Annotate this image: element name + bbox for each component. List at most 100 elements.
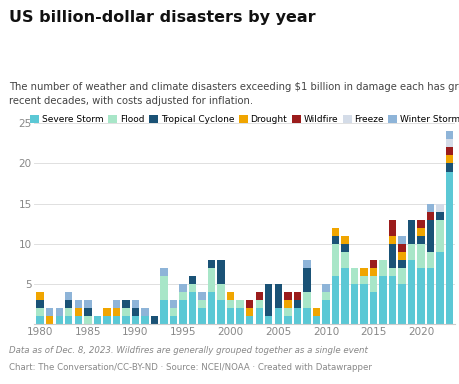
Bar (74, 300, 82, 308)
Bar (226, 292, 234, 300)
Bar (407, 244, 414, 260)
Bar (36, 316, 44, 324)
Bar (255, 292, 263, 300)
Bar (379, 276, 386, 324)
Bar (151, 316, 158, 324)
Bar (397, 268, 405, 284)
Bar (112, 316, 120, 324)
Bar (331, 236, 338, 244)
Bar (445, 139, 453, 147)
Bar (264, 284, 272, 316)
Bar (112, 308, 120, 316)
Bar (445, 156, 453, 164)
Bar (416, 228, 424, 236)
Bar (169, 300, 177, 308)
Bar (341, 252, 348, 268)
Bar (103, 316, 110, 324)
Bar (207, 292, 215, 324)
Bar (436, 212, 443, 220)
Bar (293, 292, 300, 300)
Text: Chart: The Conversation/CC-BY-ND · Source: NCEI/NOAA · Created with Datawrapper: Chart: The Conversation/CC-BY-ND · Sourc… (9, 363, 371, 372)
Bar (331, 228, 338, 236)
Bar (198, 308, 205, 324)
Bar (302, 260, 310, 268)
Bar (416, 236, 424, 244)
Bar (179, 300, 186, 324)
Bar (445, 164, 453, 172)
Bar (65, 300, 73, 308)
Bar (217, 284, 224, 300)
Bar (217, 260, 224, 284)
Bar (388, 276, 395, 324)
Bar (416, 268, 424, 324)
Bar (359, 268, 367, 276)
Bar (65, 292, 73, 300)
Bar (160, 300, 168, 324)
Bar (284, 300, 291, 308)
Bar (388, 244, 395, 268)
Bar (141, 308, 148, 316)
Bar (407, 260, 414, 324)
Bar (445, 147, 453, 156)
Bar (131, 308, 139, 316)
Bar (341, 244, 348, 252)
Bar (65, 316, 73, 324)
Bar (246, 316, 253, 324)
Bar (416, 244, 424, 268)
Bar (122, 316, 129, 324)
Bar (131, 300, 139, 308)
Bar (226, 300, 234, 308)
Bar (56, 316, 63, 324)
Bar (236, 300, 243, 308)
Bar (426, 252, 433, 268)
Bar (369, 268, 376, 276)
Bar (207, 268, 215, 292)
Bar (65, 308, 73, 316)
Bar (284, 316, 291, 324)
Bar (407, 220, 414, 244)
Bar (169, 308, 177, 316)
Bar (397, 284, 405, 324)
Bar (36, 292, 44, 300)
Bar (246, 300, 253, 308)
Bar (426, 204, 433, 212)
Bar (312, 308, 319, 316)
Bar (255, 300, 263, 308)
Bar (436, 220, 443, 252)
Text: US billion-dollar disasters by year: US billion-dollar disasters by year (9, 10, 315, 25)
Text: Data as of Dec. 8, 2023. Wildfires are generally grouped together as a single ev: Data as of Dec. 8, 2023. Wildfires are g… (9, 346, 367, 354)
Bar (331, 244, 338, 276)
Bar (36, 300, 44, 308)
Bar (274, 284, 281, 308)
Bar (397, 236, 405, 244)
Bar (56, 308, 63, 316)
Bar (46, 316, 53, 324)
Bar (426, 268, 433, 324)
Bar (426, 212, 433, 220)
Bar (74, 308, 82, 316)
Bar (179, 284, 186, 292)
Bar (264, 316, 272, 324)
Bar (302, 268, 310, 292)
Bar (217, 300, 224, 324)
Bar (169, 316, 177, 324)
Bar (321, 300, 329, 324)
Bar (74, 316, 82, 324)
Bar (445, 172, 453, 324)
Bar (341, 236, 348, 244)
Bar (436, 252, 443, 324)
Bar (141, 316, 148, 324)
Bar (369, 292, 376, 324)
Bar (207, 260, 215, 268)
Bar (189, 284, 196, 292)
Bar (84, 300, 91, 308)
Bar (388, 236, 395, 244)
Bar (122, 300, 129, 308)
Bar (84, 316, 91, 324)
Bar (397, 244, 405, 252)
Bar (112, 300, 120, 308)
Bar (369, 276, 376, 292)
Bar (341, 268, 348, 324)
Bar (131, 316, 139, 324)
Bar (122, 308, 129, 316)
